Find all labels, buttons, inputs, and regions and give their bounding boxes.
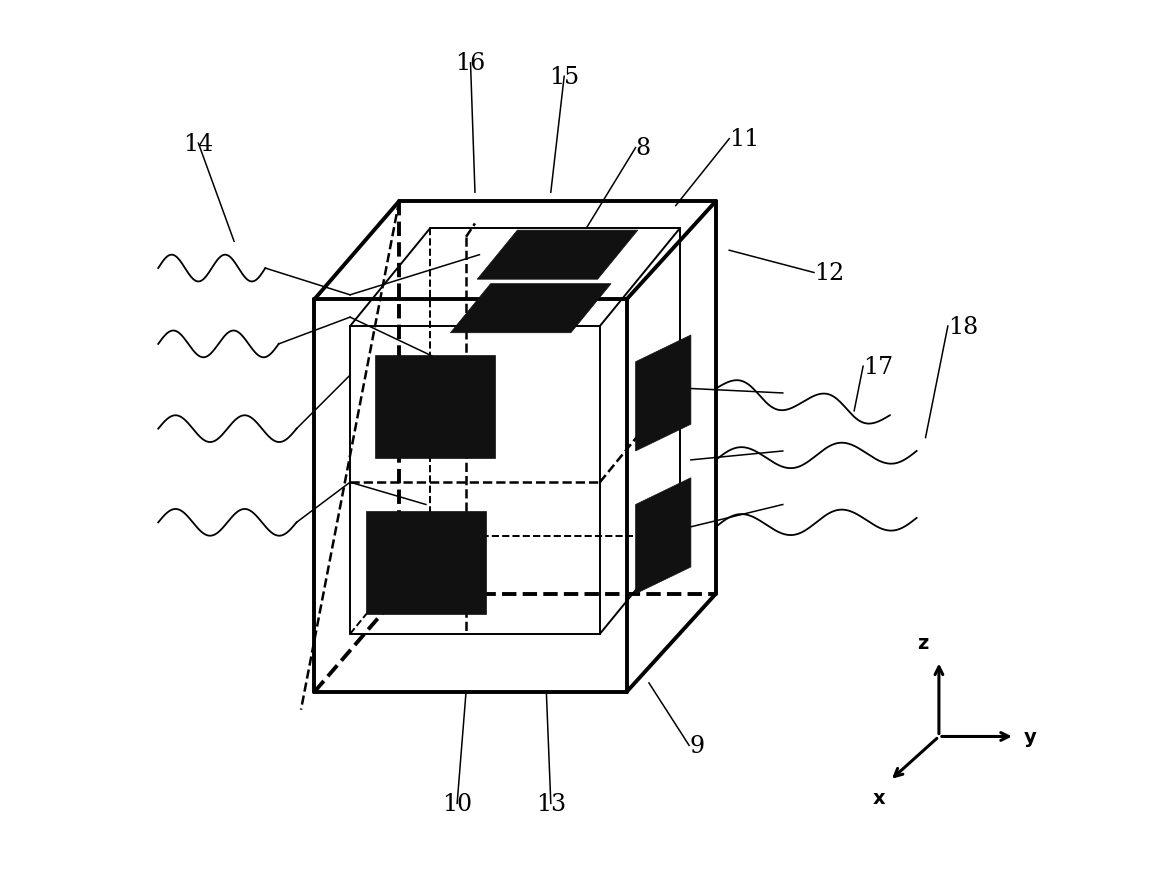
Polygon shape — [366, 511, 486, 614]
Polygon shape — [636, 478, 691, 594]
Text: 13: 13 — [536, 792, 565, 815]
Text: 12: 12 — [814, 262, 845, 284]
Text: 16: 16 — [455, 52, 486, 75]
Text: x: x — [873, 788, 886, 807]
Text: 18: 18 — [948, 316, 978, 338]
Polygon shape — [477, 231, 638, 280]
Text: 8: 8 — [636, 137, 651, 160]
Text: 17: 17 — [863, 355, 893, 378]
Text: z: z — [917, 633, 929, 652]
Text: 15: 15 — [549, 65, 579, 89]
Text: 11: 11 — [730, 128, 759, 151]
Text: 10: 10 — [442, 792, 473, 815]
Polygon shape — [636, 335, 691, 451]
Polygon shape — [450, 284, 611, 333]
Text: y: y — [1024, 727, 1037, 746]
Text: 14: 14 — [183, 132, 213, 156]
Text: 9: 9 — [689, 734, 704, 757]
Polygon shape — [374, 356, 495, 458]
